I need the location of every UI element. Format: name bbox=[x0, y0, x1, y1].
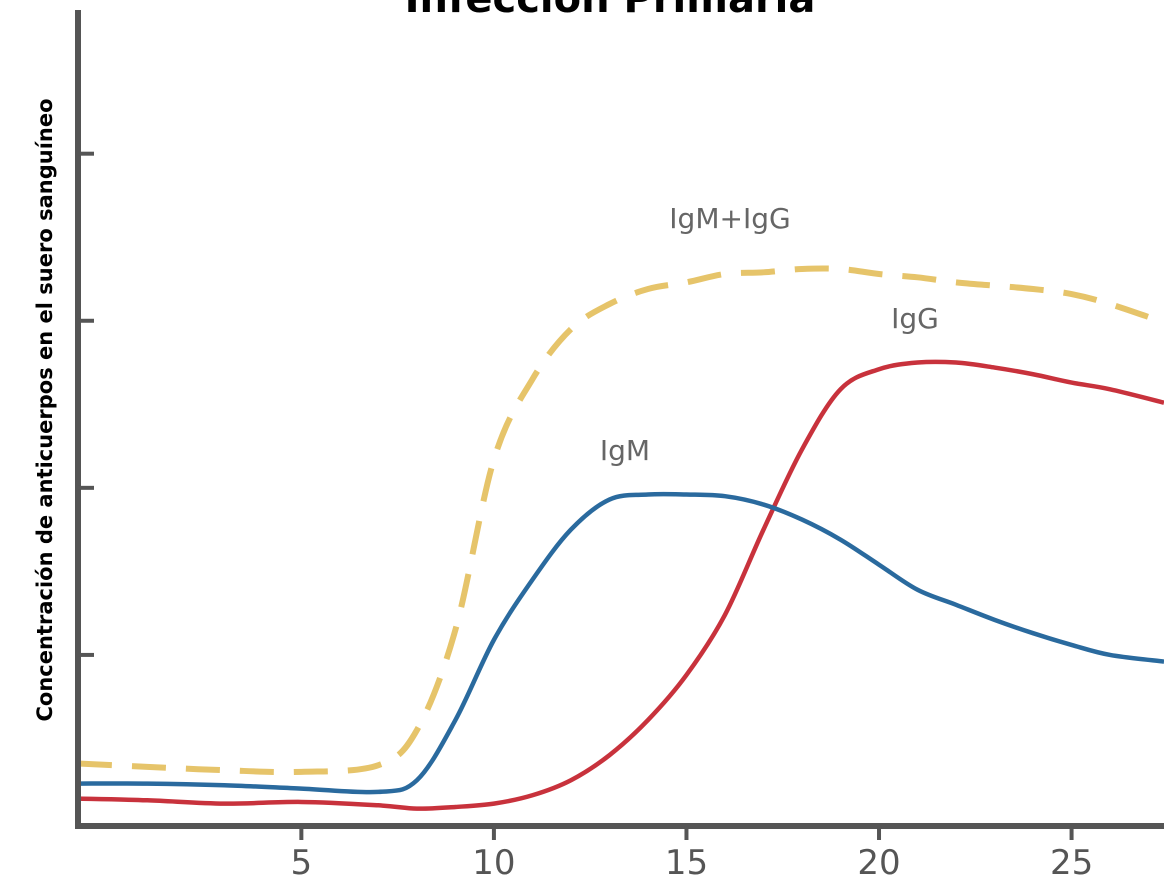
series-label: IgM+IgG bbox=[669, 202, 790, 235]
x-tick-label: 25 bbox=[1050, 843, 1093, 878]
x-tick-label: 20 bbox=[857, 843, 900, 878]
series-line bbox=[77, 359, 1164, 811]
x-tick-label: 5 bbox=[291, 843, 313, 878]
y-axis-label: Concentración de anticuerpos en el suero… bbox=[33, 98, 57, 721]
series-label: IgG bbox=[891, 302, 939, 335]
chart-title: Infección Primaria bbox=[405, 0, 816, 22]
series-line bbox=[77, 491, 1164, 795]
series-label: IgM bbox=[600, 434, 650, 467]
series-line bbox=[77, 265, 1164, 776]
x-tick-label: 10 bbox=[472, 843, 515, 878]
x-tick-label: 15 bbox=[665, 843, 708, 878]
